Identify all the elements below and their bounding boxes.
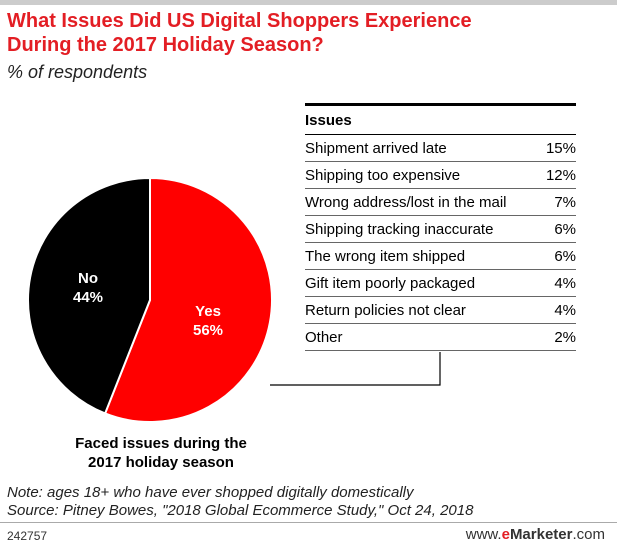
brand-suffix: .com [572,526,605,543]
table-row: The wrong item shipped 6% [305,243,576,270]
table-row: Shipping tracking inaccurate 6% [305,216,576,243]
row-value: 4% [554,274,576,292]
pie-slice-no [27,176,151,415]
brand-e: e [501,526,510,543]
row-label: Wrong address/lost in the mail [305,193,507,211]
table-header: Issues [305,106,576,135]
row-value: 12% [545,166,576,184]
brand-prefix: www. [465,526,502,543]
pie-label-no-value: 44% [72,289,104,306]
row-value: 4% [554,301,576,319]
row-value: 6% [554,220,576,238]
connector-line [270,352,441,386]
table-row: Shipping too expensive 12% [305,162,576,189]
table-row: Gift item poorly packaged 4% [305,270,576,297]
top-bar [0,0,617,5]
pie-label-yes: Yes 56% [178,302,238,340]
chart-subtitle: % of respondents [7,62,148,82]
row-label: Shipping tracking inaccurate [305,220,494,238]
row-value: 2% [554,328,576,346]
brand-url: www.eMarketer.com [466,526,605,543]
table-row: Other 2% [305,324,576,351]
table-row: Return policies not clear 4% [305,297,576,324]
title-line-1: What Issues Did US Digital Shoppers Expe… [7,10,472,32]
table-rows: Shipment arrived late 15% Shipping too exp… [305,135,576,351]
pie-caption-line-2: 2017 holiday season [88,454,234,471]
row-label: The wrong item shipped [305,247,466,265]
note-text: Note: ages 18+ who have ever shopped dig… [7,484,414,501]
pie-label-no-name: No [78,270,98,287]
row-label: Shipment arrived late [305,139,447,157]
row-label: Shipping too expensive [305,166,461,184]
row-label: Return policies not clear [305,301,466,319]
table-top-rule [305,103,576,106]
pie-slice-yes [103,176,273,423]
source-text: Source: Pitney Bowes, "2018 Global Ecomm… [7,502,474,519]
chart-id: 242757 [7,529,48,543]
row-value: 6% [554,247,576,265]
issues-table: Issues Shipment arrived late 15% Shipping … [305,103,576,351]
row-label: Gift item poorly packaged [305,274,476,292]
pie-label-no: No 44% [58,269,118,307]
table-row: Wrong address/lost in the mail 7% [305,189,576,216]
footer-divider [0,522,617,523]
chart-title: What Issues Did US Digital Shoppers Expe… [7,9,607,57]
pie-caption-line-1: Faced issues during the [75,435,247,452]
pie-label-yes-name: Yes [195,303,221,320]
row-value: 7% [554,193,576,211]
row-label: Other [305,328,343,346]
pie-caption: Faced issues during the 2017 holiday sea… [36,434,286,472]
title-line-2: During the 2017 Holiday Season? [7,34,324,56]
pie-label-yes-value: 56% [192,322,224,339]
row-value: 15% [545,139,576,157]
table-row: Shipment arrived late 15% [305,135,576,162]
footnote: Note: ages 18+ who have ever shopped dig… [7,484,607,520]
brand-marketer: Marketer [509,526,573,543]
